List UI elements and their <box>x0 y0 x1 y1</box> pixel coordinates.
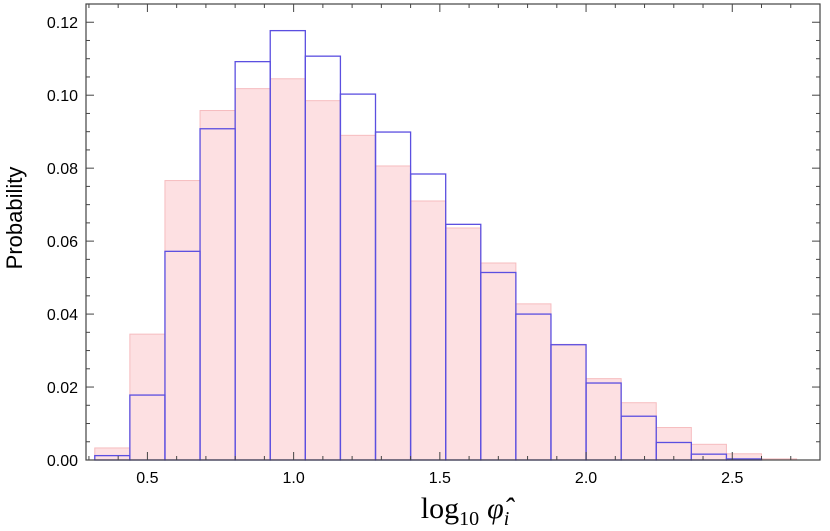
y-tick-label: 0.12 <box>47 15 78 32</box>
y-tick-label: 0.04 <box>47 307 78 324</box>
y-axis-label: Probability <box>2 167 27 270</box>
histogram-bar-series-1-bin-14 <box>550 343 587 461</box>
y-tick-label: 0.00 <box>47 453 78 470</box>
plot-frame <box>85 3 821 461</box>
histogram-bar-series-1-bin-6 <box>269 78 306 461</box>
histogram-bar-series-1-bin-7 <box>304 100 341 461</box>
y-tick-label: 0.02 <box>47 380 78 397</box>
series-layer <box>94 29 798 461</box>
histogram-bar-series-1-bin-18 <box>690 443 727 461</box>
histogram-bar-series-1-bin-4 <box>199 110 236 461</box>
y-tick-label: 0.08 <box>47 161 78 178</box>
x-tick-label: 0.5 <box>136 470 158 487</box>
x-tick-label: 1.5 <box>429 470 451 487</box>
histogram-bar-series-1-bin-11 <box>445 227 482 461</box>
histogram-bar-series-1-bin-9 <box>375 165 412 461</box>
axis-layer: 0.5 1.0 1.5 2.0 2.5 0.00 0.02 0.04 0.06 0.08 0.10 0… <box>47 4 821 487</box>
histogram-bar-series-1-bin-5 <box>234 88 271 461</box>
x-axis-label: log10 φ̂i <box>421 492 516 530</box>
histogram-bar-series-1-bin-2 <box>129 333 166 461</box>
x-tick-label: 2.0 <box>575 470 597 487</box>
x-axis-label-log: log <box>421 492 459 525</box>
y-tick-label: 0.10 <box>47 88 78 105</box>
histogram-bar-series-1-bin-16 <box>620 402 657 461</box>
histogram-bar-series-1-bin-13 <box>515 303 552 461</box>
histogram-bar-series-1-bin-12 <box>480 262 517 461</box>
x-tick-label: 1.0 <box>283 470 305 487</box>
x-axis-label-symbol-index: i <box>504 508 510 530</box>
histogram-bar-series-1-bin-8 <box>339 134 377 461</box>
x-tick-label: 2.5 <box>721 470 743 487</box>
histogram-bar-series-1-bin-1 <box>94 447 131 461</box>
x-axis-label-symbol: φ̂ <box>487 492 516 525</box>
x-axis-label-log-base: 10 <box>459 508 479 530</box>
histogram-bar-series-1-bin-10 <box>410 200 447 461</box>
histogram-bar-series-1-bin-17 <box>655 427 692 461</box>
y-tick-label: 0.06 <box>47 234 78 251</box>
histogram-bar-series-1-bin-3 <box>164 180 201 461</box>
histogram-bar-series-1-bin-15 <box>585 378 622 461</box>
